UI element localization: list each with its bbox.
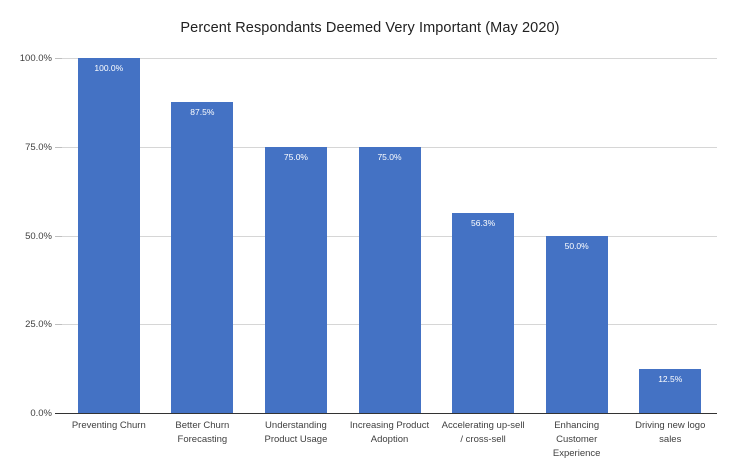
y-axis-tick <box>55 413 62 414</box>
bar-slot: 12.5% <box>623 58 717 413</box>
bar-slot: 56.3% <box>436 58 530 413</box>
y-axis-tick-label: 75.0% <box>25 141 52 153</box>
chart-title: Percent Respondants Deemed Very Importan… <box>180 20 560 36</box>
bar-value-label: 75.0% <box>377 151 402 162</box>
x-axis-label: Increasing Product Adoption <box>349 420 430 445</box>
gridline <box>62 58 717 59</box>
bar-value-label: 100.0% <box>94 63 124 73</box>
bar: 75.0% <box>264 146 327 413</box>
bar: 56.3% <box>452 213 515 413</box>
x-axis-line <box>62 413 717 414</box>
bars: 100.0% 87.5% 75.0% 75.0% 56.3% 50.0% 12.5% <box>62 58 717 413</box>
y-axis-tick-label: 0.0% <box>30 408 52 419</box>
bar: 12.5% <box>639 368 702 413</box>
y-axis-tick <box>55 146 62 148</box>
bar-slot: 87.5% <box>156 58 250 413</box>
x-axis-label: Driving new logo sales <box>635 420 706 445</box>
y-axis-tick <box>55 235 62 237</box>
bar: 100.0% <box>77 58 140 413</box>
plot-area: 100.0% 87.5% 75.0% 75.0% 56.3% 50.0% 12.5% <box>62 58 717 414</box>
bar-slot: 50.0% <box>530 58 624 413</box>
bar: 75.0% <box>358 146 421 413</box>
bar-slot: 100.0% <box>62 58 156 413</box>
x-axis-label: Better Churn Forecasting <box>175 420 230 445</box>
bar-value-label: 75.0% <box>283 151 308 162</box>
bar-value-label: 56.3% <box>471 218 496 229</box>
x-axis-label: Enhancing Customer Experience <box>552 420 601 459</box>
x-axis-label: Accelerating up-sell / cross-sell <box>441 420 525 445</box>
x-axis-label: Preventing Churn <box>71 420 146 431</box>
y-axis-tick <box>55 58 62 59</box>
x-axis-labels: Preventing Churn Better Churn Forecasting… <box>62 419 717 461</box>
bar-slot: 75.0% <box>249 58 343 413</box>
bar-value-label: 12.5% <box>658 373 683 384</box>
y-axis-tick-label: 100.0% <box>19 53 52 64</box>
y-axis-tick-label: 25.0% <box>25 319 52 331</box>
bar-slot: 75.0% <box>343 58 437 413</box>
bar: 50.0% <box>545 235 608 413</box>
bar: 87.5% <box>171 102 234 413</box>
y-axis-tick <box>55 324 62 326</box>
x-axis-label: Understanding Product Usage <box>264 420 328 445</box>
y-axis-tick-label: 50.0% <box>25 230 52 242</box>
bar-value-label: 50.0% <box>564 240 589 251</box>
bar-value-label: 87.5% <box>190 107 215 118</box>
